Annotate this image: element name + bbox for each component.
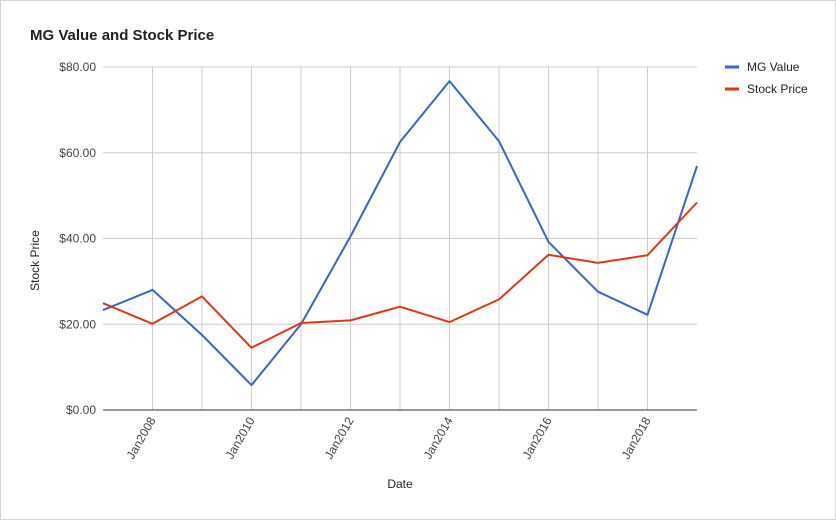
y-axis-title: Stock Price	[28, 230, 42, 291]
y-tick-label: $60.00	[59, 146, 96, 160]
x-tick-label: Jan2018	[619, 414, 654, 461]
x-tick-label: Jan2012	[322, 414, 357, 461]
y-tick-label: $40.00	[59, 232, 96, 246]
chart-title: MG Value and Stock Price	[30, 27, 215, 44]
series-lines	[102, 80, 698, 387]
x-tick-label: Jan2008	[124, 414, 159, 461]
series-line-stock-price	[102, 201, 698, 349]
gridlines	[103, 66, 697, 410]
legend-label: Stock Price	[747, 82, 808, 96]
y-tick-label: $80.00	[59, 60, 96, 74]
x-tick-label: Jan2010	[223, 414, 258, 461]
x-tick-label: Jan2014	[421, 414, 456, 461]
y-tick-label: $20.00	[59, 317, 96, 331]
x-tick-label: Jan2016	[520, 414, 555, 461]
y-tick-label: $0.00	[66, 403, 96, 417]
series-line-mg-value	[102, 80, 698, 387]
legend: MG Value Stock Price	[725, 60, 808, 96]
x-axis-title: Date	[387, 477, 413, 491]
legend-label: MG Value	[747, 60, 800, 74]
axes: $0.00 $20.00 $40.00 $60.00 $80.00 Jan2008 Jan2…	[28, 60, 697, 491]
